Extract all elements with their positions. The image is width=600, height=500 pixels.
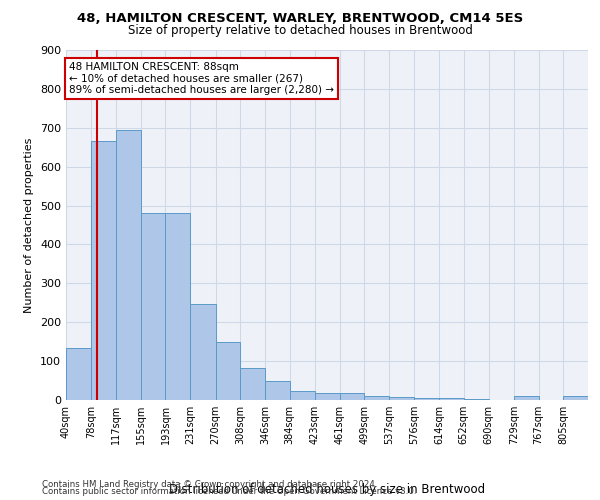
Bar bbox=[91, 142, 116, 400]
Bar bbox=[340, 393, 364, 400]
Bar bbox=[364, 396, 389, 400]
Bar bbox=[190, 304, 215, 400]
Bar bbox=[389, 397, 415, 400]
Text: Size of property relative to detached houses in Brentwood: Size of property relative to detached ho… bbox=[128, 24, 472, 37]
Y-axis label: Number of detached properties: Number of detached properties bbox=[25, 138, 34, 312]
X-axis label: Distribution of detached houses by size in Brentwood: Distribution of detached houses by size … bbox=[169, 483, 485, 496]
Bar bbox=[166, 214, 190, 400]
Bar bbox=[514, 396, 539, 400]
Text: 48 HAMILTON CRESCENT: 88sqm
← 10% of detached houses are smaller (267)
89% of se: 48 HAMILTON CRESCENT: 88sqm ← 10% of det… bbox=[69, 62, 334, 95]
Bar bbox=[290, 391, 315, 400]
Bar bbox=[315, 393, 340, 400]
Bar bbox=[116, 130, 141, 400]
Bar bbox=[265, 380, 290, 400]
Bar bbox=[240, 368, 265, 400]
Text: 48, HAMILTON CRESCENT, WARLEY, BRENTWOOD, CM14 5ES: 48, HAMILTON CRESCENT, WARLEY, BRENTWOOD… bbox=[77, 12, 523, 26]
Bar bbox=[215, 342, 240, 400]
Bar bbox=[141, 214, 166, 400]
Text: Contains public sector information licensed under the Open Government Licence v3: Contains public sector information licen… bbox=[42, 487, 416, 496]
Text: Contains HM Land Registry data © Crown copyright and database right 2024.: Contains HM Land Registry data © Crown c… bbox=[42, 480, 377, 489]
Bar bbox=[439, 398, 464, 400]
Bar bbox=[415, 398, 439, 400]
Bar bbox=[66, 348, 91, 400]
Bar bbox=[563, 396, 588, 400]
Bar bbox=[464, 399, 488, 400]
